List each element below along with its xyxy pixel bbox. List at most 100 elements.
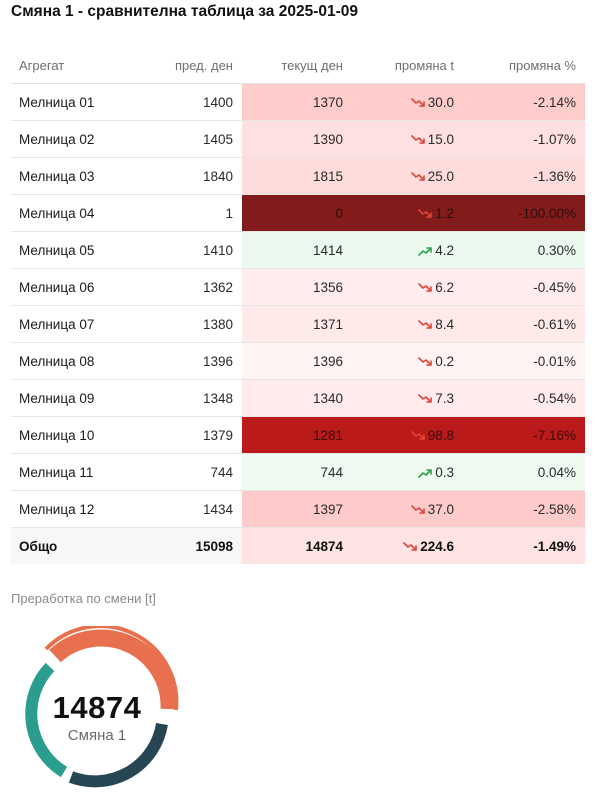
change-pct-cell: -100.00% (463, 194, 585, 232)
column-header-current-day[interactable]: текущ ден (242, 47, 352, 84)
change-pct-cell: -0.01% (463, 342, 585, 380)
prev-day-cell: 1434 (142, 490, 242, 528)
change-pct-cell: -2.58% (463, 490, 585, 528)
unit-name-cell: Мелница 06 (11, 268, 142, 306)
trend-down-icon (410, 504, 425, 514)
change-t-cell: 0.2 (352, 342, 463, 380)
current-day-cell: 1356 (242, 268, 352, 306)
change-t-cell: 98.8 (352, 416, 463, 454)
change-t-value: 8.4 (435, 316, 454, 332)
table-row: Мелница 01 1400 1370 30.0 -2.14% (11, 83, 585, 121)
unit-name-cell: Мелница 05 (11, 231, 142, 269)
unit-name-cell: Мелница 07 (11, 305, 142, 343)
change-t-value: 7.3 (435, 390, 454, 406)
change-t-value: 98.8 (427, 427, 454, 443)
change-t-cell: 224.6 (352, 527, 463, 564)
change-pct-cell: -7.16% (463, 416, 585, 454)
column-header-change-t[interactable]: промяна t (352, 47, 463, 84)
current-day-cell: 1370 (242, 83, 352, 121)
trend-down-icon (418, 282, 433, 292)
unit-name-cell: Мелница 02 (11, 120, 142, 158)
change-t-cell: 37.0 (352, 490, 463, 528)
prev-day-cell: 1405 (142, 120, 242, 158)
table-row: Мелница 03 1840 1815 25.0 -1.36% (11, 157, 585, 195)
column-header-unit[interactable]: Агрегат (11, 47, 142, 84)
change-pct-cell: 0.04% (463, 453, 585, 491)
trend-down-icon (410, 430, 425, 440)
current-day-cell: 1396 (242, 342, 352, 380)
gauge-total-value: 14874 (52, 690, 142, 725)
gauge-shift-label: Смяна 1 (67, 727, 127, 744)
change-pct-cell: 0.30% (463, 231, 585, 269)
change-pct-cell: -1.49% (463, 527, 585, 564)
prev-day-cell: 1348 (142, 379, 242, 417)
change-t-value: 0.2 (435, 353, 454, 369)
current-day-cell: 1340 (242, 379, 352, 417)
table-row: Мелница 06 1362 1356 6.2 -0.45% (11, 268, 585, 306)
change-t-value: 25.0 (427, 168, 454, 184)
current-day-cell: 1281 (242, 416, 352, 454)
current-day-cell: 1371 (242, 305, 352, 343)
unit-name-cell: Мелница 12 (11, 490, 142, 528)
table-row: Мелница 12 1434 1397 37.0 -2.58% (11, 490, 585, 528)
unit-name-cell: Мелница 03 (11, 157, 142, 195)
current-day-cell: 1414 (242, 231, 352, 269)
prev-day-cell: 744 (142, 453, 242, 491)
change-t-value: 6.2 (435, 279, 454, 295)
trend-down-icon (410, 97, 425, 107)
change-t-cell: 25.0 (352, 157, 463, 195)
gauge-title: Преработка по смени [t] (11, 591, 156, 606)
prev-day-cell: 1 (142, 194, 242, 232)
current-day-cell: 1397 (242, 490, 352, 528)
trend-down-icon (418, 356, 433, 366)
current-day-cell: 1390 (242, 120, 352, 158)
gauge-shift1-arc (49, 629, 178, 710)
column-header-prev-day[interactable]: пред. ден (142, 47, 242, 84)
unit-name-cell: Мелница 08 (11, 342, 142, 380)
trend-down-icon (403, 541, 418, 551)
trend-down-icon (418, 319, 433, 329)
trend-down-icon (410, 171, 425, 181)
trend-up-icon (418, 246, 433, 256)
trend-up-icon (418, 468, 433, 478)
table-row: Мелница 10 1379 1281 98.8 -7.16% (11, 416, 585, 454)
change-t-value: 1.2 (435, 205, 454, 221)
gauge-shift3-arc (68, 722, 168, 788)
change-t-cell: 1.2 (352, 194, 463, 232)
total-row: Общо 15098 14874 224.6 -1.49% (11, 527, 585, 564)
change-pct-cell: -0.54% (463, 379, 585, 417)
change-t-value: 15.0 (427, 131, 454, 147)
change-t-cell: 30.0 (352, 83, 463, 121)
gauge-shift2-arc (25, 662, 68, 778)
change-pct-cell: -1.07% (463, 120, 585, 158)
unit-name-cell: Мелница 10 (11, 416, 142, 454)
prev-day-cell: 1362 (142, 268, 242, 306)
change-t-value: 37.0 (427, 501, 454, 517)
change-t-value: 0.3 (435, 464, 454, 480)
trend-down-icon (418, 393, 433, 403)
change-t-cell: 0.3 (352, 453, 463, 491)
table-header-row: Агрегат пред. ден текущ ден промяна t пр… (11, 47, 585, 84)
current-day-cell: 1815 (242, 157, 352, 195)
unit-name-cell: Мелница 09 (11, 379, 142, 417)
change-t-cell: 4.2 (352, 231, 463, 269)
shift-gauge-chart (25, 626, 179, 788)
change-t-cell: 6.2 (352, 268, 463, 306)
column-header-change-pct[interactable]: промяна % (463, 47, 585, 84)
table-row: Мелница 11 744 744 0.3 0.04% (11, 453, 585, 491)
change-t-value: 4.2 (435, 242, 454, 258)
comparison-table: Агрегат пред. ден текущ ден промяна t пр… (11, 47, 585, 564)
unit-name-cell: Мелница 01 (11, 83, 142, 121)
prev-day-cell: 1400 (142, 83, 242, 121)
change-pct-cell: -1.36% (463, 157, 585, 195)
change-pct-cell: -0.61% (463, 305, 585, 343)
current-day-cell: 0 (242, 194, 352, 232)
prev-day-cell: 1410 (142, 231, 242, 269)
prev-day-cell: 1396 (142, 342, 242, 380)
table-row: Мелница 02 1405 1390 15.0 -1.07% (11, 120, 585, 158)
table-row: Мелница 09 1348 1340 7.3 -0.54% (11, 379, 585, 417)
table-row: Мелница 04 1 0 1.2 -100.00% (11, 194, 585, 232)
table-row: Мелница 07 1380 1371 8.4 -0.61% (11, 305, 585, 343)
unit-name-cell: Мелница 11 (11, 453, 142, 491)
table-row: Мелница 08 1396 1396 0.2 -0.01% (11, 342, 585, 380)
